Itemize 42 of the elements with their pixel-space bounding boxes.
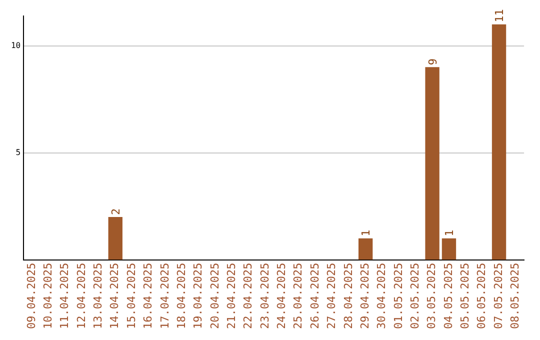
x-tick-label: 08.05.2025 [508,262,522,330]
x-tick-label: 30.04.2025 [375,262,388,330]
x-tick-label: 22.04.2025 [242,262,255,330]
x-tick-label: 12.04.2025 [74,262,88,330]
x-tick-label: 28.04.2025 [342,262,355,330]
x-tick-label: 18.04.2025 [174,262,188,330]
x-tick-label: 07.05.2025 [492,262,505,330]
x-tick-label: 25.04.2025 [292,262,305,330]
bar [108,216,122,260]
x-tick-label: 10.04.2025 [42,262,55,330]
y-tick-label: 5 [16,148,21,157]
x-tick-label: 21.04.2025 [224,262,238,330]
x-tick-label: 06.05.2025 [475,262,488,330]
x-tick-label: 14.04.2025 [108,262,122,330]
x-tick-label: 24.04.2025 [275,262,288,330]
data-label: 1 [442,230,456,236]
data-label: 11 [493,9,506,22]
x-tick-label: 04.05.2025 [442,262,455,330]
x-tick-label: 20.04.2025 [208,262,222,330]
x-tick-label: 16.04.2025 [142,262,155,330]
data-label: 2 [109,208,122,215]
data-label: 1 [360,230,373,236]
x-tick-label: 03.05.2025 [425,262,438,330]
x-tick-label: 26.04.2025 [308,262,322,330]
x-tick-label: 09.04.2025 [24,262,38,330]
bar [358,238,373,260]
x-tick-label: 02.05.2025 [408,262,422,330]
x-tick-label: 05.05.2025 [458,262,472,330]
bar [492,24,506,260]
x-tick-label: 23.04.2025 [258,262,272,330]
x-tick-label: 17.04.2025 [158,262,172,330]
bar [425,67,440,260]
x-tick-label: 19.04.2025 [192,262,205,330]
x-tick-label: 29.04.2025 [358,262,372,330]
x-tick-label: 01.05.2025 [392,262,405,330]
bar [442,238,456,260]
x-tick-label: 27.04.2025 [325,262,338,330]
data-label: 9 [426,58,440,66]
y-tick-label: 10 [10,40,21,50]
x-tick-label: 15.04.2025 [124,262,138,330]
x-tick-label: 11.04.2025 [58,262,72,330]
x-tick-label: 13.04.2025 [92,262,105,330]
